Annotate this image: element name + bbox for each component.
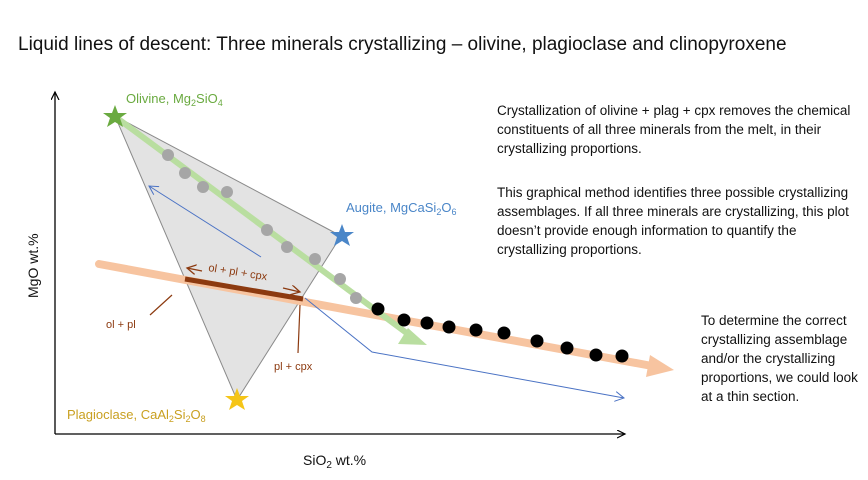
ol-pl-label: ol + pl bbox=[106, 319, 136, 331]
plagioclase-star-icon bbox=[225, 388, 249, 410]
black-dot bbox=[371, 302, 385, 316]
black-dot bbox=[589, 348, 603, 362]
black-dots bbox=[371, 302, 629, 363]
x-axis-label: SiO2 wt.% bbox=[303, 452, 366, 471]
black-dot bbox=[420, 316, 434, 330]
black-dot bbox=[560, 341, 574, 355]
grey-dot bbox=[281, 241, 293, 253]
explanation-paragraph-2: This graphical method identifies three p… bbox=[497, 185, 849, 257]
explanation-paragraph-1: Crystallization of olivine + plag + cpx … bbox=[497, 103, 851, 156]
blue-pl-cpx-line bbox=[304, 297, 624, 398]
blue-ol-line bbox=[149, 186, 262, 258]
black-dot bbox=[397, 313, 411, 327]
grey-dot bbox=[334, 273, 346, 285]
augite-label: Augite, MgCaSi2O6 bbox=[346, 200, 456, 217]
black-dot bbox=[469, 323, 483, 337]
augite-star-icon bbox=[330, 224, 354, 246]
black-dot bbox=[497, 326, 511, 340]
grey-dot bbox=[350, 292, 362, 304]
grey-dot bbox=[197, 181, 209, 193]
y-axis-label: MgO wt.% bbox=[25, 233, 41, 298]
ol-pl-pointer bbox=[149, 294, 173, 316]
grey-dot bbox=[261, 224, 273, 236]
grey-dot bbox=[309, 253, 321, 265]
olivine-label: Olivine, Mg2SiO4 bbox=[126, 91, 223, 108]
mineral-triangle bbox=[113, 114, 342, 402]
pl-cpx-label: pl + cpx bbox=[274, 361, 313, 373]
grey-dot bbox=[221, 186, 233, 198]
ol-pl-cpx-segment bbox=[184, 276, 304, 302]
pl-cpx-pointer bbox=[297, 304, 301, 354]
grey-dots bbox=[162, 149, 362, 304]
plagioclase-label: Plagioclase, CaAl2Si2O8 bbox=[67, 407, 206, 424]
grey-dot bbox=[179, 167, 191, 179]
brown-arrow-right bbox=[282, 288, 300, 292]
page-title: Liquid lines of descent: Three minerals … bbox=[18, 34, 787, 55]
brown-arrow-left bbox=[187, 268, 203, 271]
green-arrowhead bbox=[398, 328, 427, 345]
black-dot bbox=[530, 334, 544, 348]
olivine-star-icon bbox=[103, 105, 127, 127]
explanation-paragraph-3: To determine the correct crystallizing a… bbox=[701, 313, 858, 404]
black-dot bbox=[615, 349, 629, 363]
orange-arrowhead bbox=[646, 355, 674, 377]
grey-dot bbox=[162, 149, 174, 161]
black-dot bbox=[442, 320, 456, 334]
